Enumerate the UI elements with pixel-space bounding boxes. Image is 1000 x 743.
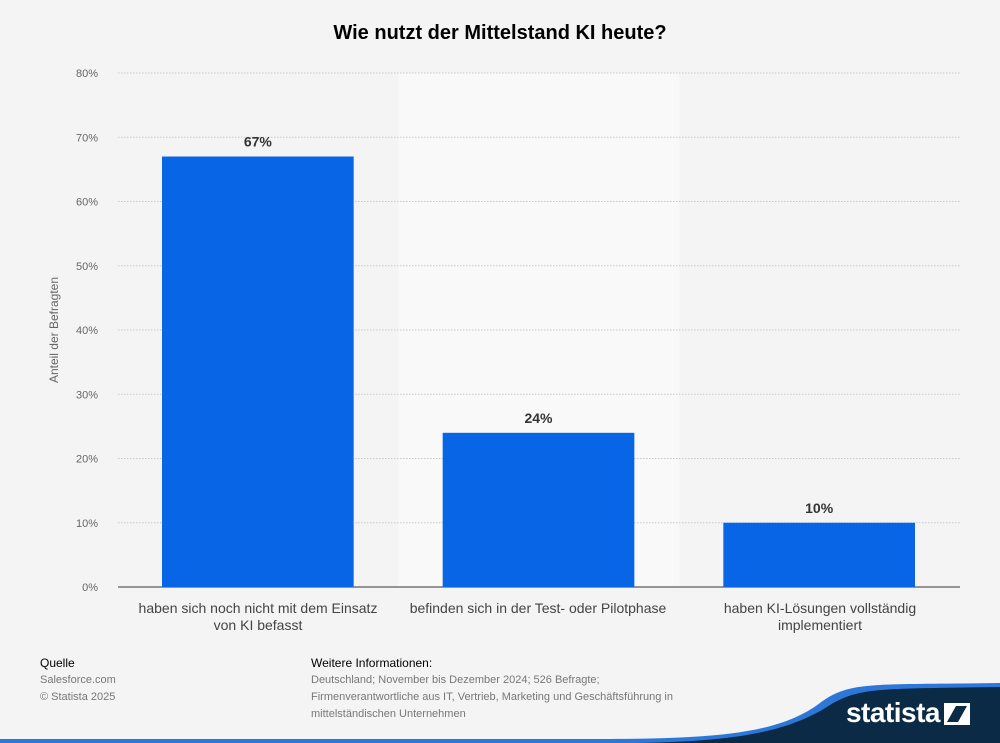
info-heading: Weitere Informationen: xyxy=(311,656,433,670)
y-tick-label: 80% xyxy=(76,68,98,80)
bar xyxy=(723,522,915,587)
info-line: Firmenverantwortliche aus IT, Vertrieb, … xyxy=(311,691,673,703)
logo-text: statista xyxy=(845,697,941,728)
y-tick-label: 40% xyxy=(76,325,98,337)
y-tick-label: 10% xyxy=(76,518,98,530)
source-heading: Quelle xyxy=(40,656,75,670)
source-block: Quelle Salesforce.com © Statista 2025 xyxy=(40,655,116,706)
statista-logo[interactable]: statista xyxy=(845,697,941,729)
y-tick-label: 70% xyxy=(76,132,98,144)
footer-wave xyxy=(0,683,1000,743)
category-label: befinden sich in der Test- oder Pilotpha… xyxy=(409,600,667,616)
data-label: 67% xyxy=(244,134,273,150)
info-line: Deutschland; November bis Dezember 2024;… xyxy=(311,674,600,686)
y-axis-label: Anteil der Befragten xyxy=(47,276,61,384)
y-tick-label: 20% xyxy=(76,454,98,466)
y-tick-label: 50% xyxy=(76,261,98,273)
info-block: Weitere Informationen: Deutschland; Nove… xyxy=(311,655,673,723)
y-tick-label: 30% xyxy=(76,389,98,401)
source-link[interactable]: Salesforce.com xyxy=(40,674,116,686)
category-label: haben sich noch nicht mit dem Einsatz vo… xyxy=(138,600,378,633)
y-tick-label: 60% xyxy=(76,197,98,209)
statista-logo-icon xyxy=(944,703,970,725)
y-tick-label: 0% xyxy=(82,582,98,594)
data-label: 24% xyxy=(524,410,553,426)
copyright: © Statista 2025 xyxy=(40,691,116,703)
data-label: 10% xyxy=(805,500,834,516)
bar xyxy=(162,156,354,587)
chart-title: Wie nutzt der Mittelstand KI heute? xyxy=(333,22,667,44)
bar xyxy=(442,432,635,587)
category-label: haben KI-Lösungen vollständig implementi… xyxy=(723,600,917,633)
info-line: mittelständischen Unternehmen xyxy=(311,708,466,720)
